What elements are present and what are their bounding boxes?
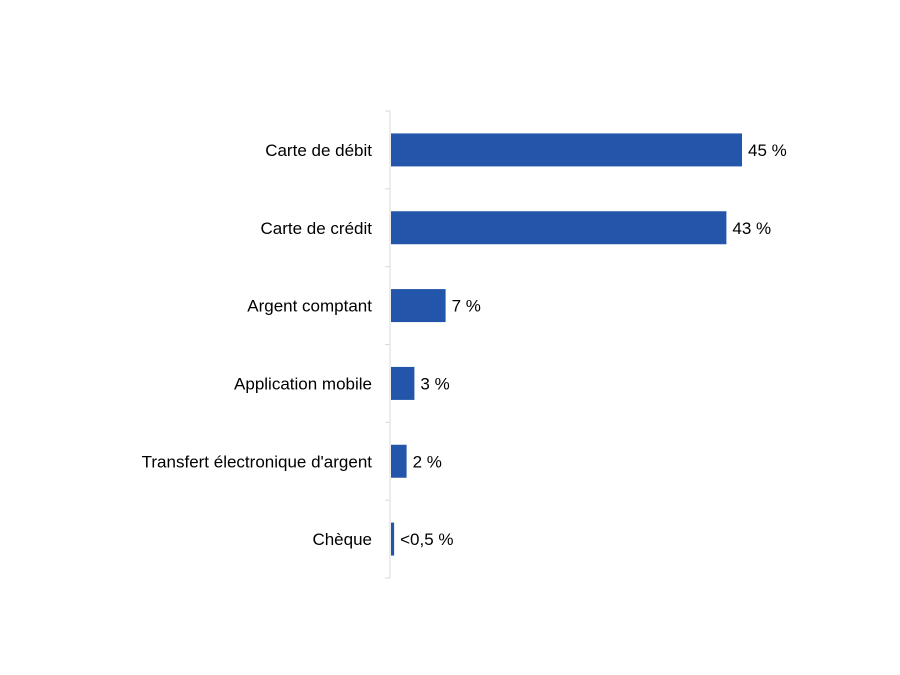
bar <box>391 522 395 556</box>
data-label: 3 % <box>420 374 449 393</box>
category-label: Transfert électronique d'argent <box>142 452 373 471</box>
category-axis <box>385 110 391 579</box>
data-label: 43 % <box>732 219 771 238</box>
data-label: 45 % <box>748 141 787 160</box>
bar <box>391 289 446 323</box>
category-label: Argent comptant <box>247 297 372 316</box>
bars <box>391 133 742 556</box>
bar <box>391 366 415 400</box>
category-labels: Carte de débit Carte de crédit Argent comp… <box>142 141 373 549</box>
bar <box>391 133 742 167</box>
category-label: Application mobile <box>234 374 372 393</box>
category-label: Chèque <box>312 530 372 549</box>
category-label: Carte de crédit <box>261 219 373 238</box>
data-label: 7 % <box>452 297 481 316</box>
bar <box>391 444 407 478</box>
category-label: Carte de débit <box>265 141 372 160</box>
bar <box>391 211 727 245</box>
data-label: 2 % <box>413 452 442 471</box>
data-label: <0,5 % <box>400 530 453 549</box>
data-labels: 45 % 43 % 7 % 3 % 2 % <0,5 % <box>400 141 787 549</box>
